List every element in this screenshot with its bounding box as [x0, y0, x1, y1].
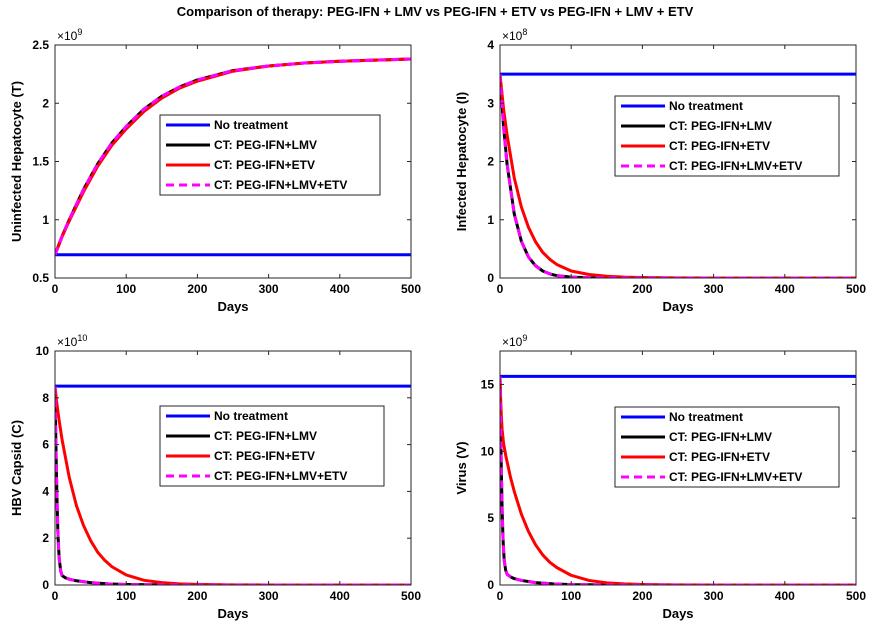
- y-exponent-label: ×109: [57, 27, 82, 43]
- y-tick-label: 1: [42, 213, 49, 227]
- legend-label-1: No treatment: [669, 410, 743, 424]
- x-tick-label: 100: [116, 282, 136, 296]
- x-tick-label: 400: [330, 589, 350, 603]
- legend-label-3: CT: PEG-IFN+ETV: [214, 158, 315, 172]
- series-line-4: [55, 57, 411, 256]
- y-tick-label: 5: [487, 511, 494, 525]
- legend: No treatment CT: PEG-IFN+LMV CT: PEG-IFN+E…: [614, 95, 840, 177]
- y-tick-label: 2: [42, 531, 49, 545]
- y-tick-label: 0: [42, 578, 49, 592]
- x-tick-label: 0: [52, 282, 59, 296]
- y-tick-label: 2.5: [32, 38, 49, 52]
- series-group: [55, 57, 411, 257]
- y-tick-label: 4: [487, 38, 494, 52]
- legend-label-3: CT: PEG-IFN+ETV: [214, 449, 315, 463]
- x-tick-label: 500: [401, 589, 421, 603]
- x-tick-label: 0: [497, 589, 504, 603]
- legend: No treatment CT: PEG-IFN+LMV CT: PEG-IFN+E…: [614, 406, 840, 488]
- legend-label-2: CT: PEG-IFN+LMV: [669, 430, 772, 444]
- legend-box: [614, 95, 840, 177]
- x-tick-label: 100: [116, 589, 136, 603]
- y-tick-label: 1.5: [32, 155, 49, 169]
- x-tick-label: 400: [330, 282, 350, 296]
- legend-box: [159, 114, 381, 196]
- legend: No treatment CT: PEG-IFN+LMV CT: PEG-IFN+E…: [159, 405, 385, 487]
- legend-label-2: CT: PEG-IFN+LMV: [669, 119, 772, 133]
- x-tick-label: 500: [846, 589, 866, 603]
- y-tick-label: 0.5: [32, 271, 49, 285]
- y-axis-label: Virus (V): [454, 441, 469, 494]
- series-line-3: [500, 376, 856, 585]
- y-tick-label: 8: [42, 391, 49, 405]
- x-tick-label: 300: [259, 589, 279, 603]
- x-tick-label: 0: [52, 589, 59, 603]
- axes-box: [499, 350, 857, 586]
- legend-label-2: CT: PEG-IFN+LMV: [214, 429, 317, 443]
- legend-label-3: CT: PEG-IFN+ETV: [669, 450, 770, 464]
- y-tick-label: 4: [42, 484, 49, 498]
- y-tick-label: 2: [487, 155, 494, 169]
- chart-panel-3: 0 100 200 300 400 500 0 2 4 6 8 10 ×1010 Days HBV Caps…: [9, 333, 421, 621]
- x-tick-label: 300: [704, 589, 724, 603]
- x-tick-label: 200: [632, 589, 652, 603]
- y-tick-label: 1: [487, 213, 494, 227]
- x-axis-label: Days: [217, 606, 248, 621]
- y-tick-label: 0: [487, 578, 494, 592]
- x-tick-label: 100: [561, 282, 581, 296]
- x-tick-label: 400: [775, 589, 795, 603]
- y-tick-label: 3: [487, 96, 494, 110]
- figure-title: Comparison of therapy: PEG-IFN + LMV vs …: [177, 4, 694, 19]
- x-tick-label: 300: [704, 282, 724, 296]
- y-tick-label: 0: [487, 271, 494, 285]
- x-tick-label: 0: [497, 282, 504, 296]
- legend-label-4: CT: PEG-IFN+LMV+ETV: [669, 470, 802, 484]
- y-tick-label: 10: [481, 444, 495, 458]
- y-axis-label: Uninfected Hepatocyte (T): [9, 81, 24, 242]
- x-tick-label: 200: [187, 282, 207, 296]
- y-tick-label: 10: [36, 344, 50, 358]
- x-tick-label: 500: [401, 282, 421, 296]
- x-tick-label: 300: [259, 282, 279, 296]
- y-tick-label: 6: [42, 438, 49, 452]
- legend-label-4: CT: PEG-IFN+LMV+ETV: [669, 159, 802, 173]
- x-tick-label: 400: [775, 282, 795, 296]
- series-line-4: [500, 376, 856, 585]
- x-tick-label: 100: [561, 589, 581, 603]
- y-exponent-label: ×108: [502, 27, 527, 43]
- x-tick-label: 500: [846, 282, 866, 296]
- chart-panel-4: 0 100 200 300 400 500 0 5 10 15 ×109 Days Virus (V) N…: [454, 333, 866, 621]
- x-axis-label: Days: [217, 299, 248, 314]
- y-axis-label: HBV Capsid (C): [9, 420, 24, 516]
- legend-label-1: No treatment: [669, 99, 743, 113]
- chart-panel-1: 0 100 200 300 400 500 0.5 1 1.5 2 2.5 ×109 Days Uninf…: [9, 27, 421, 314]
- legend-label-4: CT: PEG-IFN+LMV+ETV: [214, 178, 347, 192]
- x-axis-label: Days: [662, 299, 693, 314]
- legend-label-2: CT: PEG-IFN+LMV: [214, 138, 317, 152]
- legend: No treatment CT: PEG-IFN+LMV CT: PEG-IFN+E…: [159, 114, 381, 196]
- legend-label-4: CT: PEG-IFN+LMV+ETV: [214, 469, 347, 483]
- x-axis-label: Days: [662, 606, 693, 621]
- x-tick-label: 200: [632, 282, 652, 296]
- y-tick-label: 15: [481, 377, 495, 391]
- y-exponent-label: ×109: [502, 333, 527, 349]
- legend-label-3: CT: PEG-IFN+ETV: [669, 139, 770, 153]
- y-tick-label: 2: [42, 96, 49, 110]
- legend-label-1: No treatment: [214, 409, 288, 423]
- y-exponent-label: ×1010: [57, 333, 87, 349]
- panels: 0 100 200 300 400 5000.511.522.5×109DaysUninf…: [9, 27, 866, 621]
- legend-box: [614, 406, 840, 488]
- legend-label-1: No treatment: [214, 118, 288, 132]
- legend-box: [159, 405, 385, 487]
- y-axis-label: Infected Hepatocyte (I): [454, 92, 469, 231]
- x-tick-label: 200: [187, 589, 207, 603]
- axes-box: [54, 350, 412, 586]
- chart-panel-2: 0 100 200 300 400 500 0 1 2 3 4 ×108 Days Infected He…: [454, 27, 866, 314]
